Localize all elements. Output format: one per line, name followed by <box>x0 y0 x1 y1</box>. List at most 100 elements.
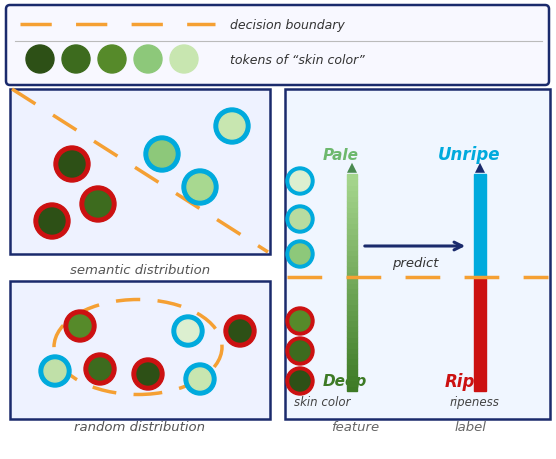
Circle shape <box>290 172 310 191</box>
Bar <box>347 234 357 240</box>
Bar <box>347 240 357 245</box>
Text: Deep: Deep <box>323 374 368 389</box>
Bar <box>347 224 357 229</box>
Bar <box>347 358 357 364</box>
Bar <box>347 369 357 375</box>
FancyBboxPatch shape <box>10 90 270 254</box>
FancyBboxPatch shape <box>285 90 550 419</box>
Bar <box>347 191 357 196</box>
Circle shape <box>286 206 314 234</box>
Circle shape <box>62 46 90 74</box>
Circle shape <box>229 320 251 342</box>
Bar <box>347 304 357 310</box>
Bar <box>347 337 357 342</box>
Text: Pale: Pale <box>323 147 359 162</box>
Circle shape <box>39 208 65 235</box>
Circle shape <box>290 210 310 230</box>
Text: semantic distribution: semantic distribution <box>70 263 210 276</box>
Circle shape <box>290 371 310 391</box>
Bar <box>347 331 357 337</box>
Bar <box>347 386 357 391</box>
Bar <box>347 251 357 256</box>
Bar <box>347 381 357 386</box>
Text: Unripe: Unripe <box>438 146 500 164</box>
Circle shape <box>214 109 250 145</box>
FancyBboxPatch shape <box>6 6 549 86</box>
Bar <box>347 310 357 315</box>
Circle shape <box>170 46 198 74</box>
Circle shape <box>290 341 310 361</box>
Circle shape <box>286 337 314 365</box>
Text: predict: predict <box>392 256 438 269</box>
Circle shape <box>69 315 91 337</box>
Circle shape <box>85 191 111 218</box>
Text: random distribution: random distribution <box>75 420 206 434</box>
Bar <box>347 326 357 331</box>
Bar <box>347 364 357 369</box>
Circle shape <box>89 358 111 380</box>
Circle shape <box>177 320 199 342</box>
Bar <box>347 353 357 358</box>
Bar <box>474 277 486 391</box>
Circle shape <box>59 151 85 178</box>
Text: decision boundary: decision boundary <box>230 18 345 31</box>
Text: Ripe: Ripe <box>445 372 486 390</box>
Text: feature: feature <box>331 420 379 434</box>
Bar <box>347 342 357 348</box>
Bar <box>347 213 357 218</box>
Circle shape <box>219 114 245 140</box>
Bar <box>347 288 357 294</box>
Bar <box>347 245 357 251</box>
Bar <box>347 321 357 326</box>
Bar <box>347 294 357 299</box>
Bar <box>347 229 357 234</box>
Circle shape <box>26 46 54 74</box>
Bar <box>347 196 357 202</box>
Bar <box>347 256 357 261</box>
Bar <box>347 272 357 278</box>
Circle shape <box>54 147 90 183</box>
Circle shape <box>286 308 314 335</box>
Circle shape <box>286 367 314 395</box>
Bar <box>347 315 357 321</box>
Circle shape <box>286 241 314 269</box>
Bar <box>474 174 486 277</box>
Circle shape <box>182 170 218 206</box>
Circle shape <box>64 310 96 342</box>
Circle shape <box>80 187 116 223</box>
Bar <box>347 375 357 381</box>
Bar <box>347 180 357 185</box>
Text: label: label <box>454 420 486 434</box>
Text: ripeness: ripeness <box>450 396 500 409</box>
Circle shape <box>137 363 159 385</box>
Bar <box>347 261 357 267</box>
Bar <box>347 207 357 213</box>
Circle shape <box>144 137 180 173</box>
Bar <box>347 348 357 353</box>
Bar <box>347 278 357 283</box>
Circle shape <box>290 245 310 264</box>
Text: skin color: skin color <box>294 396 350 409</box>
Bar <box>347 267 357 272</box>
Bar <box>347 185 357 191</box>
Bar <box>347 174 357 180</box>
Circle shape <box>134 46 162 74</box>
Circle shape <box>132 358 164 390</box>
Bar <box>347 202 357 207</box>
Circle shape <box>39 355 71 387</box>
Circle shape <box>44 360 66 382</box>
Text: tokens of “skin color”: tokens of “skin color” <box>230 53 365 67</box>
Circle shape <box>84 353 116 385</box>
Circle shape <box>34 203 70 240</box>
Circle shape <box>290 311 310 331</box>
Circle shape <box>98 46 126 74</box>
FancyBboxPatch shape <box>10 281 270 419</box>
Bar <box>347 299 357 304</box>
Bar <box>347 218 357 224</box>
Circle shape <box>149 142 175 168</box>
Circle shape <box>286 168 314 196</box>
Circle shape <box>224 315 256 347</box>
Circle shape <box>172 315 204 347</box>
Bar <box>347 283 357 288</box>
Circle shape <box>189 368 211 390</box>
